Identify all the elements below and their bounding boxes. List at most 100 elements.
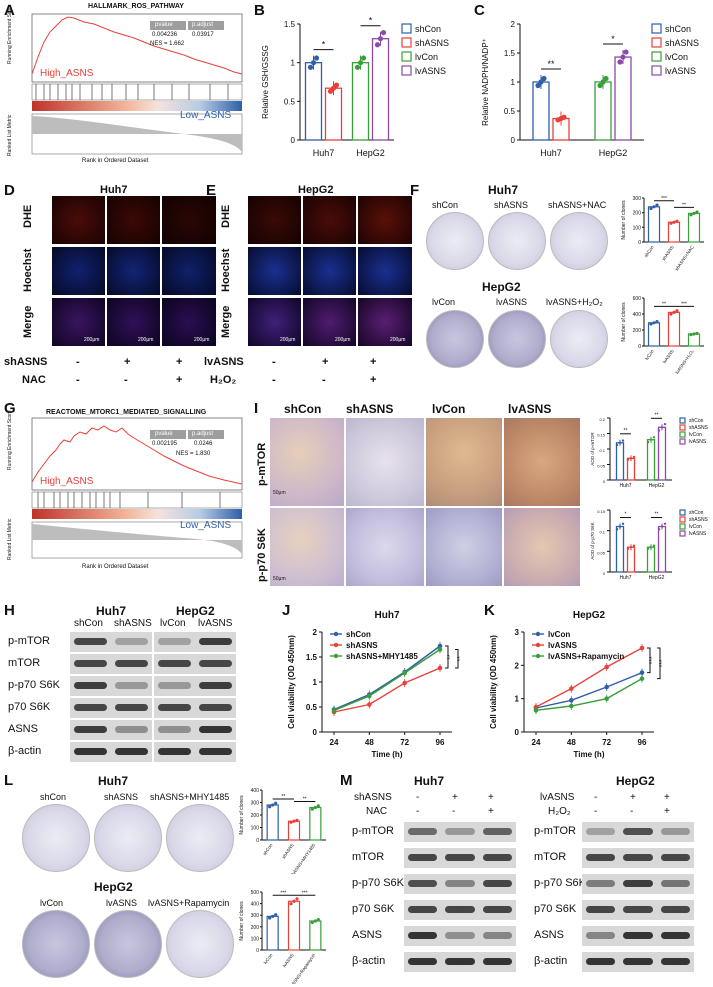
data-point (603, 75, 609, 82)
d-sign2-3: + (176, 374, 183, 386)
panel-d-grid (52, 196, 216, 346)
panel-e-title: HepG2 (298, 184, 334, 196)
blot-band (74, 682, 107, 689)
blot-strip (70, 654, 152, 674)
y-tick-label: 0.05 (597, 550, 606, 555)
significance-marker: *** (661, 196, 667, 202)
x-category-label: shASNS (661, 245, 675, 262)
significance-marker: *** (649, 656, 656, 664)
gsea-g-curve (31, 425, 243, 485)
blot-band (482, 854, 512, 861)
data-point (639, 676, 645, 681)
y-tick-label: 0 (638, 344, 641, 350)
blot-band (660, 906, 690, 913)
data-point (649, 206, 653, 211)
data-point (617, 59, 623, 65)
chart-title: Huh7 (375, 610, 400, 621)
panel-label-h: H (4, 602, 15, 619)
gsea-a-pvalue: 0.004236 (152, 32, 178, 38)
l-dish-2-2 (94, 910, 162, 978)
data-point (600, 79, 606, 85)
blot-row-label: p-mTOR (8, 635, 50, 647)
bar (309, 806, 322, 841)
x-category-label: shASNS+NAC (674, 244, 695, 271)
ihc-2-4 (504, 508, 580, 586)
data-point (271, 914, 275, 918)
data-point (538, 79, 544, 85)
blot-band (115, 660, 148, 667)
e-scale-3: 200μm (390, 337, 406, 343)
l-dish-1-2 (94, 804, 162, 872)
legend-shASNS: shASNS (665, 38, 699, 48)
bar-lvCon (646, 546, 656, 573)
y-axis-label: Relative NADPH/NADP⁺ (481, 38, 490, 126)
x-tick-label: 24 (532, 738, 541, 747)
chart-j: Huh7 0 0.5 1 1.5 2 24 48 72 96 Time (h) Cell viabil… (287, 610, 464, 759)
ihc-1-4 (504, 418, 580, 506)
e-sign1-1: - (272, 356, 276, 368)
significance-marker: *** (659, 659, 666, 667)
legend-lvCon: lvCon (415, 52, 438, 62)
y-tick-label: 0 (638, 240, 641, 246)
data-point (307, 64, 314, 70)
blot-band (158, 638, 191, 645)
d-scale-3: 200μm (194, 337, 210, 343)
y-tick-label: 1.5 (284, 20, 296, 29)
legend-shCon: shCon (415, 24, 441, 34)
gsea-a-ylabel: Running Enrichment Score (7, 4, 13, 64)
blot-band (445, 854, 475, 861)
data-point (313, 805, 317, 810)
d-row-dhe: DHE (22, 204, 34, 228)
y-tick-label: 1 (515, 695, 520, 704)
y-tick-label: 0.1 (599, 448, 605, 453)
x-axis-label: Time (h) (574, 750, 605, 759)
data-point (597, 82, 603, 89)
e-sign2-3: + (370, 374, 377, 386)
legend-lvCon: lvCon (665, 52, 688, 62)
blot-strip (582, 900, 694, 920)
blot-band (408, 932, 438, 939)
data-point (663, 422, 667, 426)
blot-strip (404, 822, 516, 842)
data-point (626, 458, 630, 461)
panel-label-m: M (340, 772, 353, 789)
e-sign1-3: + (370, 356, 377, 368)
bar (309, 920, 322, 951)
data-point (672, 310, 676, 314)
y-tick-label: 0.1 (599, 530, 605, 535)
gsea-g-pvalue: 0.002195 (152, 441, 178, 447)
m-treat1b: NAC (366, 806, 388, 817)
data-point (604, 696, 609, 701)
legend-lvCon: lvCon (689, 524, 702, 530)
panel-label-l: L (4, 772, 14, 789)
legend-shASNS+MHY1485: shASNS+MHY1485 (346, 652, 418, 661)
y-tick-label: 500 (251, 890, 260, 896)
y-tick-label: 0 (603, 479, 606, 484)
f-label1-1: shCon (432, 200, 459, 210)
y-tick-label: 0.15 (597, 509, 606, 514)
legend-shASNS: shASNS (415, 38, 449, 48)
l-label2-1: lvCon (40, 898, 64, 908)
gsea-a-pvalue-header: pvalue (155, 22, 173, 28)
data-point (569, 703, 574, 709)
y-tick-label: 100 (251, 826, 260, 832)
blot-band (482, 906, 512, 913)
blot-row-label: β-actin (352, 955, 386, 967)
legend-shASNS: shASNS (689, 517, 709, 523)
blot-row-label: p70 S6K (8, 701, 51, 713)
data-point (367, 702, 372, 707)
d-row-merge: Merge (22, 305, 34, 338)
data-point (331, 708, 337, 713)
blot-row-label: mTOR (8, 657, 41, 669)
data-point (268, 916, 272, 920)
legend-swatch (651, 23, 662, 34)
d-sign1-2: + (124, 356, 131, 368)
data-point (669, 221, 673, 225)
data-point (646, 440, 650, 444)
data-point (655, 320, 659, 324)
data-point (292, 899, 296, 903)
legend-shCon: shCon (346, 630, 371, 639)
legend-lvASNS: lvASNS (689, 531, 707, 537)
e-scale-1: 200μm (280, 337, 296, 343)
y-tick-label: 2 (313, 628, 318, 637)
